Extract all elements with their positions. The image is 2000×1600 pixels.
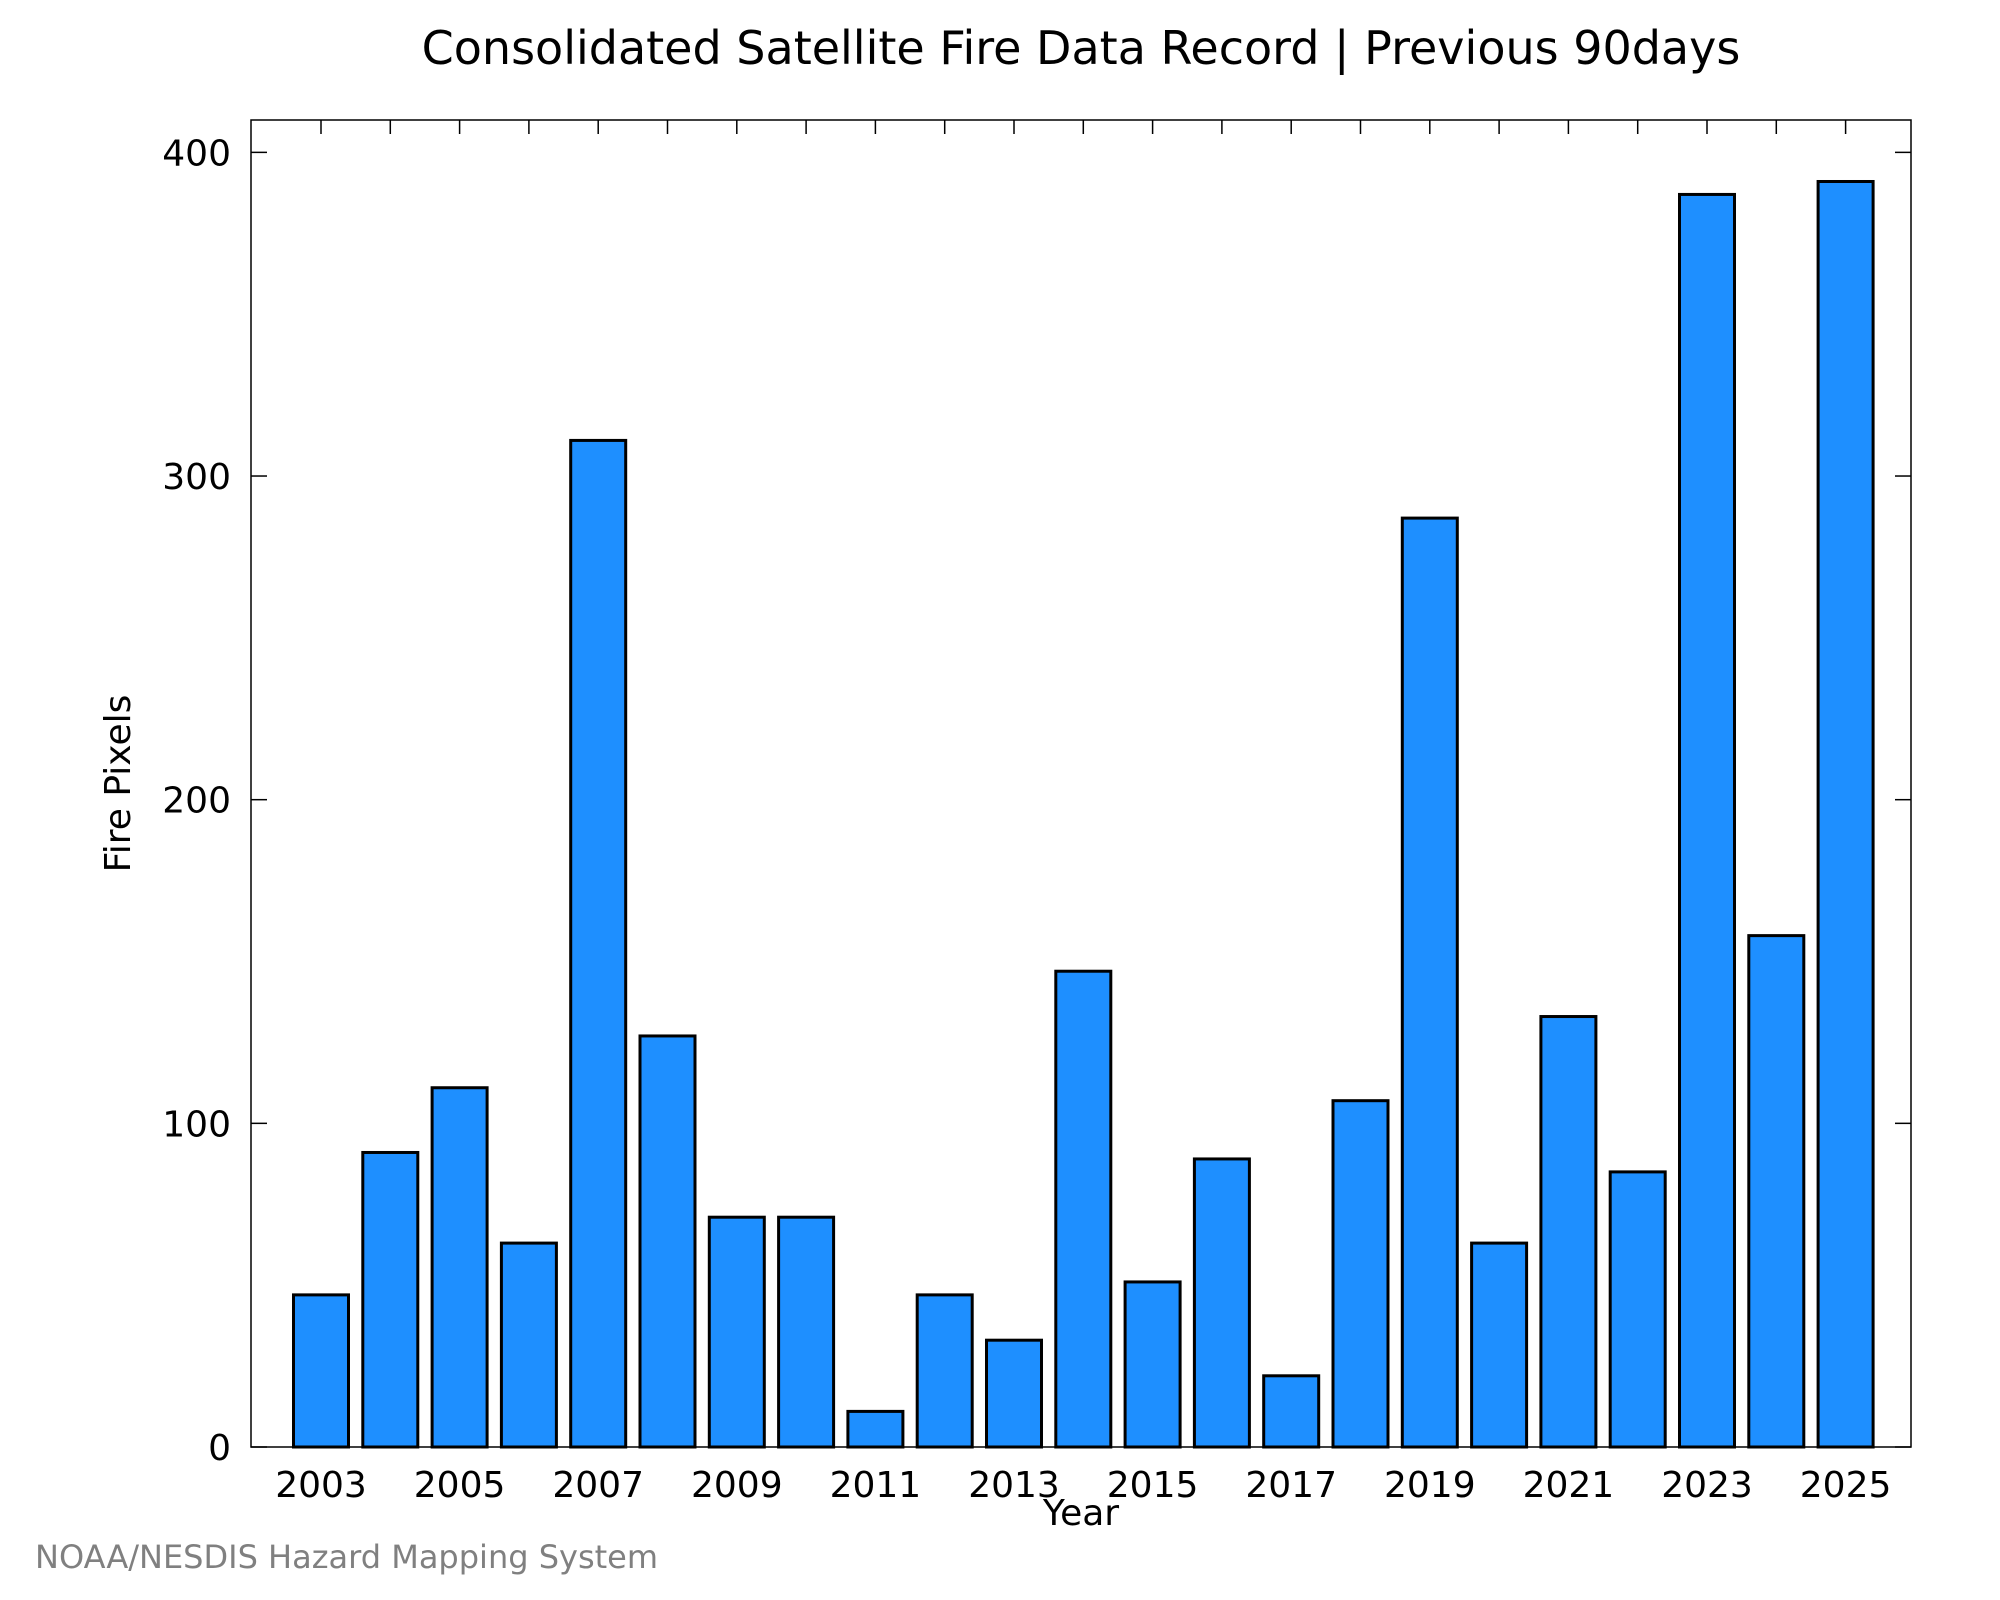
y-tick-label: 400 xyxy=(162,133,231,174)
x-tick-label: 2019 xyxy=(1384,1465,1476,1506)
bar-2012 xyxy=(915,1293,974,1449)
credit-text: NOAA/NESDIS Hazard Mapping System xyxy=(35,1538,658,1576)
bar-2022 xyxy=(1608,1170,1667,1449)
x-tick-label: 2011 xyxy=(830,1465,922,1506)
bar-2024 xyxy=(1747,934,1806,1449)
x-tick-label: 2023 xyxy=(1661,1465,1753,1506)
bar-2005 xyxy=(430,1086,489,1449)
bar-2003 xyxy=(292,1293,350,1449)
bar-2008 xyxy=(638,1034,697,1449)
x-axis-label: Year xyxy=(1042,1493,1119,1534)
bar-2007 xyxy=(569,438,628,1449)
x-tick-label: 2015 xyxy=(1107,1465,1199,1506)
y-tick-label: 300 xyxy=(162,457,231,498)
bar-2017 xyxy=(1262,1374,1321,1449)
bar-2015 xyxy=(1123,1280,1182,1449)
x-tick-label: 2013 xyxy=(968,1465,1060,1506)
x-axis-tick-labels: 2003 2005 2007 2009 2011 2013 2015 2017 2019 2021… xyxy=(275,1465,1891,1506)
bar-2006 xyxy=(499,1241,558,1449)
bar-2004 xyxy=(361,1150,420,1449)
x-tick-label: 2003 xyxy=(275,1465,367,1506)
bar-2016 xyxy=(1192,1157,1251,1449)
x-tick-label: 2021 xyxy=(1523,1465,1615,1506)
bar-2010 xyxy=(777,1215,836,1449)
y-axis-ticks xyxy=(251,151,1911,1448)
y-axis-tick-labels: 0 100 200 300 400 xyxy=(162,133,231,1469)
bar-2014 xyxy=(1054,969,1113,1449)
bar-2021 xyxy=(1539,1015,1598,1449)
bar-2023 xyxy=(1678,192,1736,1449)
chart-title: Consolidated Satellite Fire Data Record … xyxy=(422,21,1741,76)
bar-2018 xyxy=(1331,1099,1390,1449)
y-tick-label: 100 xyxy=(162,1104,231,1145)
y-tick-label: 0 xyxy=(208,1428,231,1469)
bars xyxy=(292,179,1875,1449)
y-axis-label: Fire Pixels xyxy=(98,695,139,873)
bar-2025 xyxy=(1816,179,1875,1449)
x-tick-label: 2007 xyxy=(552,1465,644,1506)
y-tick-label: 200 xyxy=(162,781,231,822)
x-tick-label: 2025 xyxy=(1800,1465,1892,1506)
x-tick-label: 2005 xyxy=(414,1465,506,1506)
bar-2009 xyxy=(707,1215,766,1449)
x-tick-label: 2009 xyxy=(691,1465,783,1506)
bar-2013 xyxy=(985,1338,1043,1449)
x-tick-label: 2017 xyxy=(1245,1465,1337,1506)
bar-2011 xyxy=(846,1409,905,1449)
bar-2019 xyxy=(1400,516,1459,1449)
bar-2020 xyxy=(1470,1241,1529,1449)
